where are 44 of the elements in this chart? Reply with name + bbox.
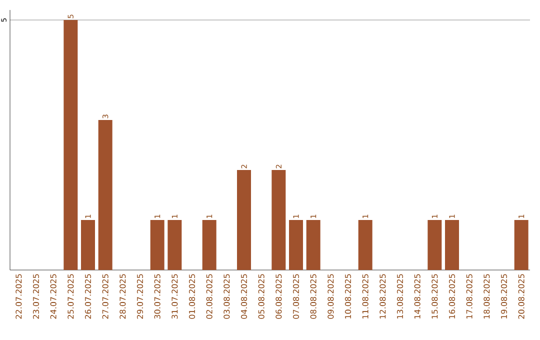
- x-tick-label: 28.07.2025: [120, 274, 126, 319]
- x-tick-label: 03.08.2025: [224, 274, 230, 319]
- x-tick-label: 13.08.2025: [396, 274, 404, 318]
- bar: [64, 20, 78, 270]
- x-tick-label: 19.08.2025: [500, 274, 508, 318]
- x-tick-label: 11.08.2025: [362, 274, 368, 318]
- bar: [237, 170, 251, 270]
- bar: [428, 220, 442, 270]
- x-tick-label: 26.07.2025: [84, 274, 92, 319]
- bar: [98, 120, 112, 270]
- x-tick-label: 18.08.2025: [484, 274, 490, 318]
- x-tick-label: 31.07.2025: [172, 274, 178, 319]
- bar: [306, 220, 320, 270]
- x-tick-label: 14.08.2025: [414, 274, 420, 318]
- bar: [202, 220, 216, 270]
- x-tick-label: 30.07.2025: [154, 274, 160, 319]
- x-tick-label: 08.08.2025: [310, 274, 316, 319]
- x-tick-label: 17.08.2025: [466, 274, 472, 318]
- bar: [272, 170, 286, 270]
- x-tick-label: 23.07.2025: [32, 274, 40, 319]
- x-tick-label: 22.07.2025: [16, 274, 22, 319]
- x-tick-label: 29.07.2025: [136, 274, 144, 319]
- x-tick-label: 06.08.2025: [276, 274, 282, 319]
- x-tick-label: 25.07.2025: [68, 274, 74, 319]
- bar: [289, 220, 304, 270]
- x-tick-label: 02.08.2025: [206, 274, 212, 319]
- x-tick-label: 07.08.2025: [292, 274, 300, 319]
- x-tick-label: 15.08.2025: [432, 274, 438, 318]
- x-tick-label: 04.08.2025: [240, 274, 248, 319]
- bar: [358, 220, 372, 270]
- x-tick-label: 01.08.2025: [188, 274, 196, 319]
- x-tick-label: 12.08.2025: [380, 274, 386, 318]
- x-tick-label: 09.08.2025: [328, 274, 334, 319]
- x-tick-label: 16.08.2025: [448, 274, 456, 318]
- bar: [445, 220, 460, 270]
- bar: [150, 220, 164, 270]
- bar: [81, 220, 95, 270]
- bar: [168, 220, 182, 270]
- x-tick-label: 10.08.2025: [344, 274, 352, 318]
- x-tick-label: 20.08.2025: [518, 274, 524, 319]
- x-tick-label: 24.07.2025: [50, 274, 56, 319]
- x-tick-label: 27.07.2025: [102, 274, 108, 319]
- x-tick-label: 05.08.2025: [258, 274, 264, 319]
- bar: [514, 220, 528, 270]
